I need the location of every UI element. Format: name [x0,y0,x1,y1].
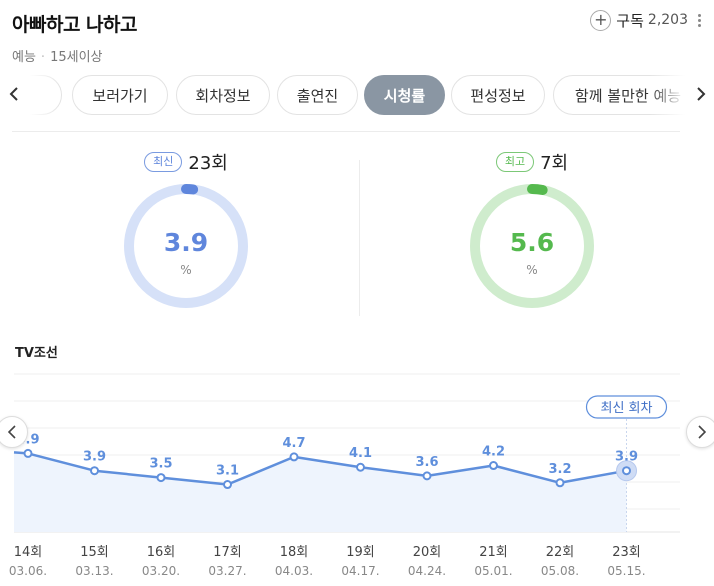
chart-point [555,478,565,488]
chart-value-label: 4.1 [349,446,372,461]
tab-ratings[interactable]: 시청률 [364,75,445,115]
chevron-right-icon [697,87,706,101]
chart-point [289,452,299,462]
chart-episode-label: 20회 [413,545,442,560]
chart-date-label: 03.27. [208,564,246,578]
chart-episode-label: 23회 [612,545,641,560]
latest-callout-label: 최신 회차 [601,401,653,416]
best-donut: 5.6 % [469,183,595,309]
subscribe-button[interactable]: + 구독 2,203 [590,8,688,32]
chart-value-label: 4.7 [282,436,305,451]
tabs-fade-right [649,75,685,115]
best-rating-card: 최고 7회 5.6 % [432,148,632,323]
best-badge: 최고 [495,152,535,172]
tab-scroll-left-button[interactable] [3,82,25,106]
plus-icon: + [590,9,612,31]
latest-callout-box [585,395,668,419]
chart-point [422,471,432,481]
best-rating-head: 최고 7회 [432,148,632,176]
best-donut-arc [527,184,548,196]
section-divider [12,131,680,132]
chart-episode-label: 15회 [80,545,109,560]
tabs-fade-left [30,75,60,115]
chart-value-label: 4.2 [482,445,505,460]
chart-value-label: 3.6 [415,455,438,470]
chart-point [489,461,498,471]
chart-date-label: 04.24. [408,564,446,578]
latest-episode: 23회 [188,153,228,174]
meta-separator: · [40,50,46,65]
chart-date-label: 04.17. [341,564,379,578]
chart-date-label: 03.20. [142,564,180,578]
chart-date-label: 05.08. [541,564,579,578]
chart-point [622,466,631,476]
best-donut-gauge [470,184,594,308]
best-episode: 7회 [540,153,569,174]
best-rating-unit: % [526,263,538,277]
more-options-icon[interactable] [696,14,702,30]
chart-area-fill [14,452,627,532]
chart-episode-label: 17회 [213,545,242,560]
tab-scroll-right-button[interactable] [690,82,712,106]
tab-track: 상 보러가기 회차정보 출연진 시청률 편성정보 함께 볼만한 예능 [30,75,685,115]
subscribe-label: 구독 [616,11,644,30]
chart-value-label: 3.5 [149,457,172,472]
latest-donut: 3.9 % [123,183,249,309]
chart-episode-label: 16회 [147,545,176,560]
chart-date-label: 03.13. [75,564,113,578]
chart-point [156,473,166,483]
chart-point [23,448,33,458]
chart-value-label: 3.9 [83,450,106,465]
chart-point [90,466,99,476]
tab-schedule[interactable]: 편성정보 [451,75,545,115]
chart-value-label: 3.2 [548,462,571,477]
chart-episode-label: 14회 [14,545,43,560]
chart-date-label: 05.15. [607,564,645,578]
latest-rating-value: 3.9 [163,228,209,257]
latest-donut-gauge [124,184,248,308]
chart-prev-button[interactable] [0,416,28,448]
chevron-left-icon [8,425,16,439]
chart-value-label: 3.1 [216,464,239,479]
tab-bar: 상 보러가기 회차정보 출연진 시청률 편성정보 함께 볼만한 예능 [0,72,714,118]
latest-rating-head: 최신 23회 [86,148,286,176]
channel-name: TV조선 [15,346,58,361]
chart-value-label: 3.9 [615,450,638,465]
chart-date-label: 03.06. [9,564,47,578]
ratings-chart: 4.9 14회 03.06. 3.9 15회 03.13. 3.5 16회 03.20. 3.1 1… [0,360,714,586]
best-rating-value: 5.6 [509,228,555,257]
tab-episode-info[interactable]: 회차정보 [176,75,270,115]
chevron-right-icon [698,425,706,439]
program-title[interactable]: 아빠하고 나하고 [12,14,137,36]
program-header: 아빠하고 나하고 예능 · 15세이상 + 구독 2,203 [12,8,702,68]
chart-date-label: 04.03. [275,564,313,578]
latest-badge: 최신 [144,152,183,172]
chart-date-label: 05.01. [474,564,512,578]
chart-episode-label: 19회 [346,545,375,560]
genre-label: 예능 [12,50,36,65]
tab-cast[interactable]: 출연진 [277,75,358,115]
latest-rating-card: 최신 23회 3.9 % [86,148,286,323]
program-meta: 예능 · 15세이상 [12,46,103,65]
chart-episode-label: 22회 [546,545,575,560]
chart-point [356,462,365,472]
age-rating-label: 15세이상 [50,50,103,65]
chart-next-button[interactable] [686,416,714,448]
chevron-left-icon [9,87,18,101]
latest-rating-unit: % [180,263,192,277]
chart-episode-label: 21회 [479,545,508,560]
chart-episode-label: 18회 [280,545,309,560]
ratings-chart-svg: 4.914회03.06.3.915회03.13.3.516회03.20.3.11… [9,373,680,578]
subscribe-count: 2,203 [647,12,688,28]
card-separator [359,160,360,316]
chart-point [223,480,232,490]
tab-watch[interactable]: 보러가기 [72,75,168,115]
